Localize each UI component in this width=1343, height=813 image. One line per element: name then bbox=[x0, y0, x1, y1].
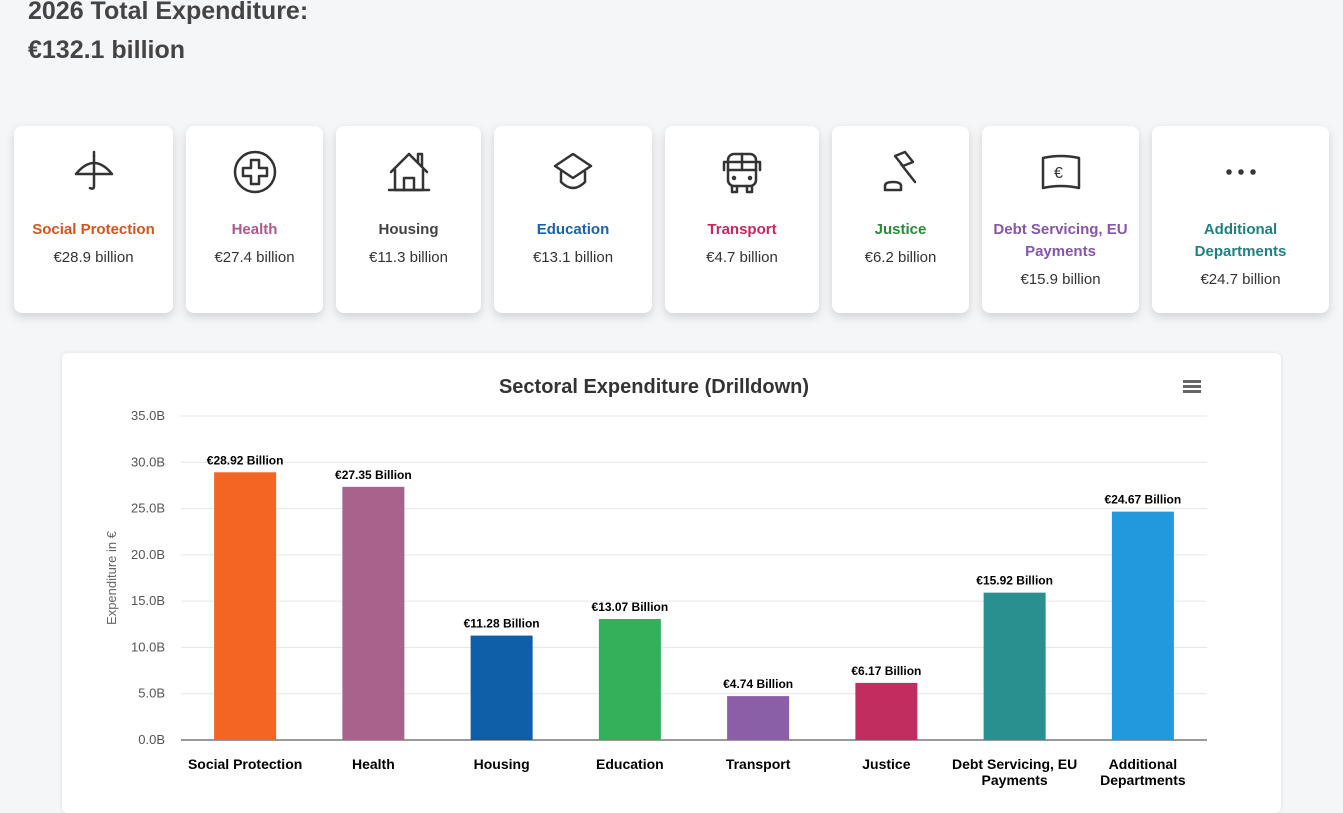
sector-name: Justice bbox=[874, 221, 927, 238]
y-tick-label: 15.0B bbox=[131, 593, 165, 608]
sector-card[interactable]: € Debt Servicing, EU Payments €15.9 bill… bbox=[982, 126, 1139, 313]
y-tick-label: 10.0B bbox=[131, 639, 165, 654]
total-value: €132.1 billion bbox=[28, 36, 186, 64]
ellipsis-icon bbox=[1225, 169, 1256, 175]
bar[interactable] bbox=[214, 472, 277, 740]
y-tick-label: 30.0B bbox=[131, 454, 165, 469]
data-label: €13.07 Billion bbox=[592, 600, 669, 614]
sector-card[interactable]: Health €27.4 billion bbox=[186, 126, 323, 313]
y-tick-label: 20.0B bbox=[131, 547, 165, 562]
medical-cross-icon bbox=[233, 150, 276, 194]
x-tick-label: Justice bbox=[862, 756, 910, 772]
gavel-icon bbox=[883, 150, 916, 192]
bar[interactable] bbox=[1111, 511, 1174, 740]
x-tick-label: Additional Departments bbox=[1100, 756, 1186, 788]
y-tick-label: 35.0B bbox=[131, 408, 165, 423]
bar[interactable] bbox=[598, 619, 661, 740]
y-tick-label: 5.0B bbox=[138, 686, 165, 701]
x-tick-label: Debt Servicing, EU Payments bbox=[952, 756, 1077, 788]
bar[interactable] bbox=[342, 486, 405, 740]
bar-chart: Sectoral Expenditure (Drilldown) 0.0B 5.0B… bbox=[104, 376, 1207, 788]
sector-card[interactable]: Additional Departments €24.7 billion bbox=[1152, 126, 1329, 313]
sector-card[interactable]: Education €13.1 billion bbox=[494, 126, 652, 313]
bar[interactable] bbox=[983, 592, 1046, 740]
data-label: €4.74 Billion bbox=[723, 677, 793, 691]
sector-value: €24.7 billion bbox=[1200, 271, 1281, 288]
x-tick-label: Transport bbox=[726, 756, 791, 772]
x-tick-label: Social Protection bbox=[188, 756, 302, 772]
bus-icon bbox=[722, 152, 762, 194]
sector-value: €15.9 billion bbox=[1020, 271, 1101, 288]
sector-name: Debt Servicing, EU Payments bbox=[993, 221, 1128, 260]
sector-name: Education bbox=[536, 221, 610, 238]
svg-text:€: € bbox=[1054, 165, 1063, 182]
sector-card[interactable]: Transport €4.7 billion bbox=[665, 126, 819, 313]
sector-value: €11.3 billion bbox=[369, 249, 448, 266]
data-label: €24.67 Billion bbox=[1105, 493, 1182, 507]
chart-menu-icon[interactable] bbox=[1183, 380, 1201, 393]
sector-name: Transport bbox=[707, 221, 777, 238]
sector-name: Additional Departments bbox=[1194, 221, 1287, 260]
bar[interactable] bbox=[470, 635, 533, 740]
sector-card[interactable]: Housing €11.3 billion bbox=[336, 126, 481, 313]
sector-value: €4.7 billion bbox=[706, 249, 778, 266]
x-tick-label: Education bbox=[596, 756, 664, 772]
umbrella-icon bbox=[74, 150, 113, 190]
data-label: €11.28 Billion bbox=[464, 617, 540, 631]
sector-value: €13.1 billion bbox=[532, 249, 614, 266]
graduation-cap-icon bbox=[553, 152, 593, 190]
y-tick-label: 0.0B bbox=[138, 732, 165, 747]
data-label: €27.35 Billion bbox=[335, 468, 412, 482]
sector-name: Health bbox=[231, 221, 278, 238]
chart-container: Sectoral Expenditure (Drilldown) 0.0B 5.0B… bbox=[62, 353, 1281, 813]
sector-card[interactable]: Justice €6.2 billion bbox=[832, 126, 969, 313]
chart-title: Sectoral Expenditure (Drilldown) bbox=[499, 376, 809, 398]
bar[interactable] bbox=[855, 682, 918, 740]
x-tick-label: Health bbox=[352, 756, 395, 772]
y-tick-label: 25.0B bbox=[131, 501, 165, 516]
data-label: €15.92 Billion bbox=[976, 574, 1053, 588]
bar[interactable] bbox=[727, 696, 790, 740]
sector-card[interactable]: Social Protection €28.9 billion bbox=[14, 126, 173, 313]
sector-value: €6.2 billion bbox=[864, 249, 937, 266]
sector-name: Social Protection bbox=[32, 221, 155, 238]
data-label: €28.92 Billion bbox=[207, 453, 284, 467]
y-axis-label: Expenditure in € bbox=[104, 530, 119, 625]
sector-name: Housing bbox=[378, 221, 439, 238]
x-tick-label: Housing bbox=[474, 756, 530, 772]
euro-banknote-icon: € bbox=[1041, 154, 1080, 190]
data-label: €6.17 Billion bbox=[851, 664, 921, 678]
house-icon bbox=[387, 152, 430, 192]
sector-value: €28.9 billion bbox=[53, 249, 134, 266]
sector-value: €27.4 billion bbox=[214, 249, 295, 266]
total-label: 2026 Total Expenditure: bbox=[28, 0, 309, 25]
